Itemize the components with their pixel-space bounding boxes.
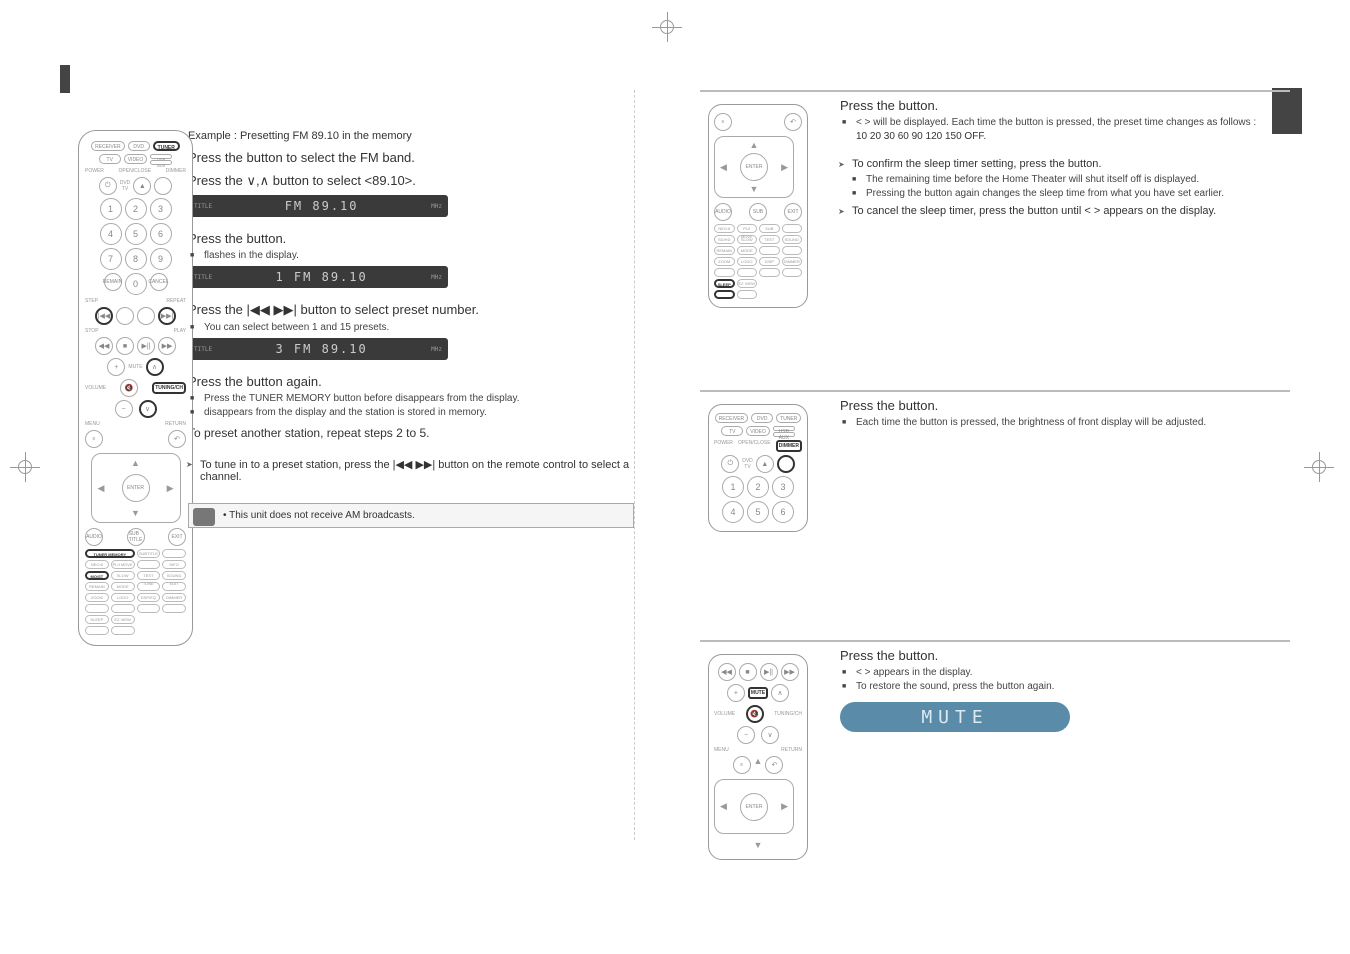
step-1: Press the button to select the FM band. (188, 150, 634, 165)
aux-btn: AUX (150, 160, 172, 165)
mute-title: Press the button. (840, 648, 1290, 663)
next-btn: ▶▶| (158, 307, 176, 325)
sleep-confirm-b2: Pressing the button again changes the sl… (866, 188, 1290, 199)
prev-btn: |◀◀ (95, 307, 113, 325)
play-btn: ▶|| (137, 337, 155, 355)
note-box: • This unit does not receive AM broadcas… (188, 503, 634, 528)
audio-btn: AUDIO (85, 528, 103, 546)
nav-pad: ▲ ▼ ◀ ▶ ENTER (91, 453, 181, 523)
remote-full: RECEIVER DVD TUNER TV VIDEO USB AUX POWE… (78, 130, 193, 646)
step-5: Press the button again. (188, 374, 634, 389)
sleep-confirm: To confirm the sleep timer setting, pres… (852, 158, 1290, 170)
num-5: 5 (125, 223, 147, 245)
num-4: 4 (100, 223, 122, 245)
return-btn: ↶ (168, 430, 186, 448)
repeat-btn (137, 307, 155, 325)
mute-section: ◀◀ ■ ▶|| ▶▶ + MUTE ∧ VOLUME 🔇 TUNING/CH … (700, 648, 1290, 848)
sleep-remote: ≡↶ ▲ ▼ ◀ ▶ ENTER AUDIO SUB EXIT NEO:6 PL… (708, 104, 808, 308)
dimmer-bullet: Each time the button is pressed, the bri… (856, 417, 1290, 428)
mute-b2: To restore the sound, press the button a… (856, 681, 1290, 692)
step-3: Press the button. (188, 231, 634, 246)
mute-lcd: MUTE (840, 702, 1070, 732)
left-page: RECEIVER DVD TUNER TV VIDEO USB AUX POWE… (60, 90, 635, 840)
sleep-cancel: To cancel the sleep timer, press the but… (852, 205, 1290, 217)
openclose-label: OPEN/CLOSE (119, 168, 152, 174)
lcd-display-3: TITLE 3 FM 89.10 MHz (188, 338, 448, 360)
page-edge-marker-left (60, 65, 70, 93)
num-3: 3 (150, 198, 172, 220)
power-label: POWER (85, 168, 104, 174)
tune-tip: To tune in to a preset station, press th… (200, 458, 634, 483)
dimmer-btn (154, 177, 172, 195)
tuner-btn: TUNER (153, 141, 180, 151)
sleep-btn-highlight: SLEEP (714, 279, 735, 288)
step-3-bullet: flashes in the display. (204, 250, 634, 261)
right-page: ≡↶ ▲ ▼ ◀ ▶ ENTER AUDIO SUB EXIT NEO:6 PL… (700, 90, 1290, 878)
step-6: To preset another station, repeat steps … (188, 426, 634, 440)
power-btn: ⏻ (99, 177, 117, 195)
num-8: 8 (125, 248, 147, 270)
tuner-memory-label: TUNER MEMORY (85, 549, 135, 558)
cancel-btn: CANCEL (150, 273, 168, 291)
rew-btn: ◀◀ (95, 337, 113, 355)
step-5-b1: Press the TUNER MEMORY button before dis… (204, 393, 634, 404)
num-7: 7 (100, 248, 122, 270)
dimmer-label: DIMMER (166, 168, 186, 174)
sub-btn: SUBTITLE (127, 528, 145, 546)
usb-btn: USB (150, 154, 172, 159)
receiver-btn: RECEIVER (91, 141, 125, 151)
sleep-b1: < > will be displayed. Each time the but… (856, 117, 1290, 128)
tuning-label: TUNING/CH (152, 382, 186, 394)
enter-btn: ENTER (122, 474, 150, 502)
sleep-confirm-b1: The remaining time before the Home Theat… (866, 174, 1290, 185)
stop-btn: ■ (116, 337, 134, 355)
ch-up: ∧ (146, 358, 164, 376)
dvd-btn: DVD (128, 141, 150, 151)
mo-st-btn: MO/ST (85, 571, 109, 580)
example-title: Example : Presetting FM 89.10 in the mem… (188, 130, 634, 142)
remain-btn: REMAIN (104, 273, 122, 291)
lcd-display-1: TITLE FM 89.10 MHz (188, 195, 448, 217)
vol-down: − (115, 400, 133, 418)
sleep-title: Press the button. (840, 98, 1290, 113)
eject-btn: ▲ (133, 177, 151, 195)
dimmer-remote: RECEIVER DVD TUNER TV VIDEO USB AUX POWE… (708, 404, 808, 532)
vol-up: + (107, 358, 125, 376)
dimmer-title: Press the button. (840, 398, 1290, 413)
menu-btn: ≡ (85, 430, 103, 448)
step-5-b2: disappears from the display and the stat… (204, 407, 634, 418)
ch-down: ∨ (139, 400, 157, 418)
mute-b1: < > appears in the display. (856, 667, 1290, 678)
mute-label-highlight: MUTE (748, 687, 768, 699)
step-btn (116, 307, 134, 325)
video-btn: VIDEO (124, 154, 148, 164)
mute-remote: ◀◀ ■ ▶|| ▶▶ + MUTE ∧ VOLUME 🔇 TUNING/CH … (708, 654, 808, 860)
dimmer-btn-highlight (777, 455, 795, 473)
mute-btn: 🔇 (120, 379, 138, 397)
sleep-section: ≡↶ ▲ ▼ ◀ ▶ ENTER AUDIO SUB EXIT NEO:6 PL… (700, 98, 1290, 328)
num-0: 0 (125, 273, 147, 295)
tv-btn: TV (99, 154, 121, 164)
lcd-display-2: TITLE 1 FM 89.10 MHz (188, 266, 448, 288)
exit-btn: EXIT (168, 528, 186, 546)
note-icon (193, 508, 215, 526)
bottom-grid: TUNER MEMORY SUBTITLE NEO:6 PLII MOVE IN… (85, 549, 186, 635)
sleep-times: 10 20 30 60 90 120 150 OFF. (856, 131, 1290, 142)
ff-btn: ▶▶ (158, 337, 176, 355)
note-text: • This unit does not receive AM broadcas… (223, 510, 415, 521)
step-4: Press the |◀◀ ▶▶| button to select prese… (188, 302, 634, 318)
num-1: 1 (100, 198, 122, 220)
step-2: Press the ∨,∧ button to select <89.10>. (188, 173, 634, 189)
num-6: 6 (150, 223, 172, 245)
step-4-bullet: You can select between 1 and 15 presets. (204, 322, 634, 333)
dimmer-section: RECEIVER DVD TUNER TV VIDEO USB AUX POWE… (700, 398, 1290, 548)
num-9: 9 (150, 248, 172, 270)
num-2: 2 (125, 198, 147, 220)
dimmer-label-highlight: DIMMER (776, 440, 802, 452)
mute-btn-highlight: 🔇 (746, 705, 764, 723)
